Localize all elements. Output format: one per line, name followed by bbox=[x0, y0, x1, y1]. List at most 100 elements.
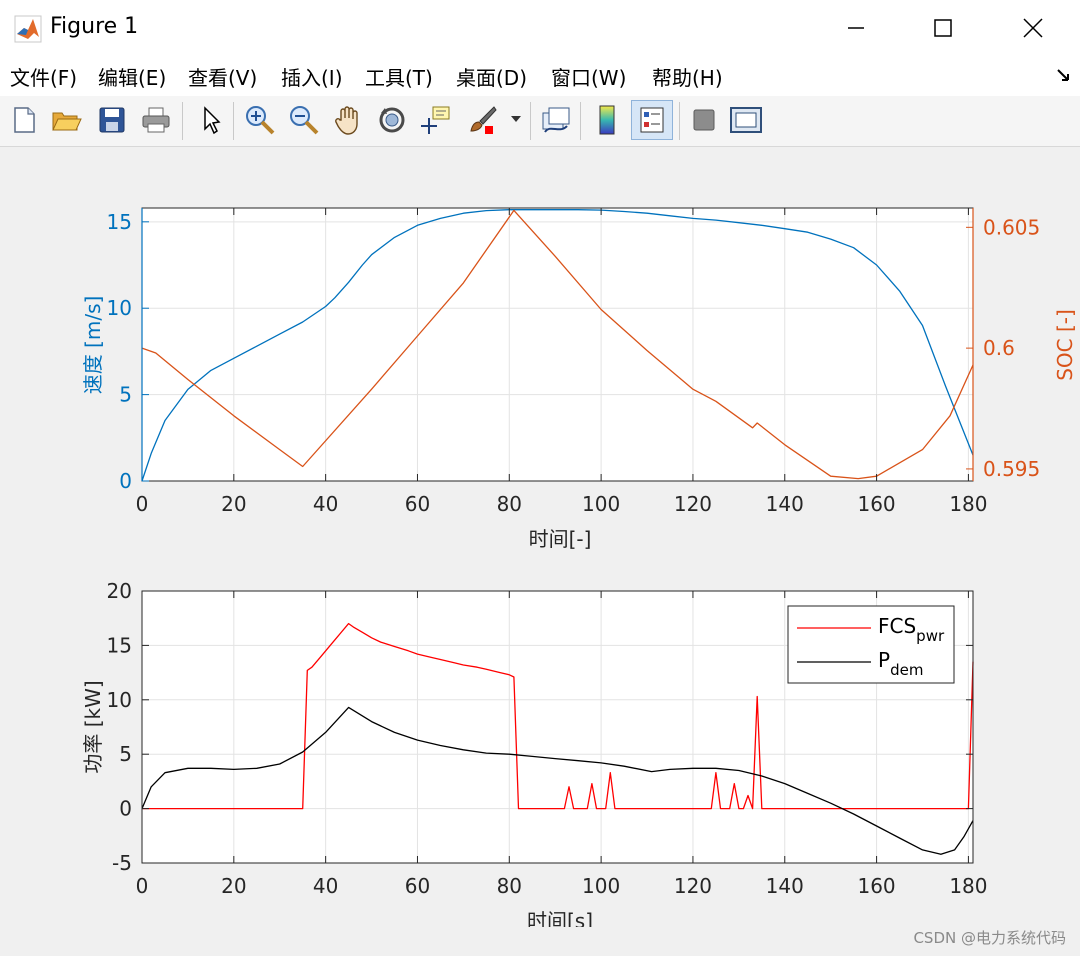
menu-desktop[interactable]: 桌面(D) bbox=[456, 66, 528, 90]
y-tick-label: 20 bbox=[107, 579, 132, 603]
data-cursor-button[interactable] bbox=[418, 100, 454, 140]
maximize-button[interactable] bbox=[897, 0, 989, 56]
menu-view[interactable]: 查看(V) bbox=[188, 66, 258, 90]
zoom-in-icon bbox=[246, 106, 275, 135]
insert-colorbar-button[interactable] bbox=[589, 100, 625, 140]
matlab-logo-icon bbox=[14, 15, 42, 43]
zoom-out-icon bbox=[290, 106, 319, 135]
axes-bottom-box bbox=[141, 590, 974, 864]
close-icon bbox=[1023, 18, 1043, 38]
legend-label-fcs: FCSpwr bbox=[878, 614, 945, 645]
hide-plot-tools-icon bbox=[693, 109, 715, 131]
toolbar-separator bbox=[182, 102, 183, 140]
link-plot-button[interactable] bbox=[538, 100, 574, 140]
chevron-down-icon bbox=[511, 116, 521, 122]
save-button[interactable] bbox=[94, 100, 130, 140]
fcs-power-line bbox=[142, 622, 974, 810]
zoom-out-button[interactable] bbox=[286, 100, 322, 140]
y-tick-label-right: 0.6 bbox=[983, 336, 1015, 360]
open-file-icon bbox=[52, 112, 82, 131]
y-tick-label: 15 bbox=[107, 633, 132, 657]
toolbar-separator bbox=[679, 102, 680, 140]
pan-hand-icon bbox=[335, 106, 358, 135]
insert-legend-button[interactable] bbox=[631, 100, 673, 140]
soc-line bbox=[141, 209, 974, 480]
show-plot-tools-button[interactable] bbox=[728, 100, 764, 140]
toolbar bbox=[0, 96, 1080, 147]
demand-power-line bbox=[141, 706, 974, 855]
brush-icon bbox=[470, 106, 497, 134]
axes-top-background bbox=[142, 208, 973, 481]
legend-label-pdem: Pdem bbox=[878, 648, 923, 679]
axes-top-ylabel-right: SOC [-] bbox=[1053, 309, 1077, 381]
y-tick-label-right: 0.605 bbox=[983, 215, 1040, 239]
toolbar-separator bbox=[530, 102, 531, 140]
open-file-button[interactable] bbox=[48, 100, 84, 140]
y-tick-label-left: 15 bbox=[107, 210, 132, 234]
axes-top-ylabel-left: 速度 [m/s] bbox=[81, 296, 105, 395]
speed-line bbox=[141, 209, 974, 482]
y-tick-label: 10 bbox=[107, 688, 132, 712]
legend-label-fcs-base: FCS bbox=[878, 614, 916, 638]
menu-insert[interactable]: 插入(I) bbox=[281, 66, 343, 90]
x-tick-label: 140 bbox=[766, 874, 804, 898]
x-tick-label: 40 bbox=[313, 874, 338, 898]
x-tick-label: 100 bbox=[582, 874, 620, 898]
menu-tools[interactable]: 工具(T) bbox=[365, 66, 433, 90]
x-tick-label: 0 bbox=[136, 874, 149, 898]
minimize-button[interactable] bbox=[810, 0, 902, 56]
x-tick-label: 160 bbox=[857, 492, 895, 516]
axes-top-lines bbox=[141, 209, 974, 482]
rotate-3d-button[interactable] bbox=[374, 100, 410, 140]
dock-arrow-icon[interactable] bbox=[1056, 66, 1072, 82]
print-button[interactable] bbox=[138, 100, 174, 140]
menu-bar bbox=[0, 56, 1080, 96]
x-tick-label: 60 bbox=[405, 874, 430, 898]
x-tick-label: 180 bbox=[949, 492, 987, 516]
insert-colorbar-icon bbox=[599, 105, 615, 135]
y-tick-label-left: 0 bbox=[119, 469, 132, 493]
menu-help[interactable]: 帮助(H) bbox=[652, 66, 723, 90]
legend-label-pdem-sub: dem bbox=[890, 661, 923, 679]
axes-top-xlabel: 时间[-] bbox=[529, 527, 592, 551]
figure-canvas[interactable]: 0 20 40 60 80 100 120 140 160 1800510150.5950.60.… bbox=[0, 147, 1080, 927]
watermark: CSDN @电力系统代码 bbox=[913, 929, 1066, 947]
hide-plot-tools-button[interactable] bbox=[686, 100, 722, 140]
legend-label-pdem-base: P bbox=[878, 648, 890, 672]
x-tick-label: 120 bbox=[674, 492, 712, 516]
menu-file[interactable]: 文件(F) bbox=[10, 66, 78, 90]
axes-bottom-ylabel: 功率 [kW] bbox=[81, 680, 105, 773]
y-tick-label-left: 10 bbox=[107, 296, 132, 320]
close-button[interactable] bbox=[987, 0, 1079, 56]
legend[interactable]: FCSpwr Pdem bbox=[787, 605, 955, 684]
brush-button[interactable] bbox=[464, 100, 500, 140]
axes-top-grid bbox=[142, 208, 973, 481]
title-bar: Figure 1 bbox=[0, 0, 1080, 56]
pan-button[interactable] bbox=[330, 100, 366, 140]
y-tick-label-right: 0.595 bbox=[983, 457, 1040, 481]
y-tick-label: 0 bbox=[119, 797, 132, 821]
data-cursor-icon bbox=[421, 106, 450, 134]
axes-top[interactable]: 0 20 40 60 80 100 120 140 160 180 0 5 10 15 0.595 0.6 0.… bbox=[81, 207, 1077, 551]
print-icon bbox=[142, 107, 170, 133]
insert-legend-icon bbox=[640, 107, 664, 133]
edit-plot-button[interactable] bbox=[192, 100, 228, 140]
legend-label-fcs-sub: pwr bbox=[916, 627, 945, 645]
menu-window[interactable]: 窗口(W) bbox=[551, 66, 627, 90]
save-icon bbox=[99, 107, 125, 133]
x-tick-label: 160 bbox=[857, 874, 895, 898]
x-tick-label: 20 bbox=[221, 874, 246, 898]
minimize-icon bbox=[848, 27, 864, 29]
new-figure-button[interactable] bbox=[6, 100, 42, 140]
maximize-icon bbox=[934, 19, 952, 37]
x-tick-label: 40 bbox=[313, 492, 338, 516]
y-tick-label-left: 5 bbox=[119, 383, 132, 407]
zoom-in-button[interactable] bbox=[242, 100, 278, 140]
brush-dropdown[interactable] bbox=[506, 100, 526, 140]
x-tick-label: 80 bbox=[497, 492, 522, 516]
y-tick-label: -5 bbox=[112, 851, 132, 875]
toolbar-separator bbox=[580, 102, 581, 140]
menu-edit[interactable]: 编辑(E) bbox=[98, 66, 167, 90]
